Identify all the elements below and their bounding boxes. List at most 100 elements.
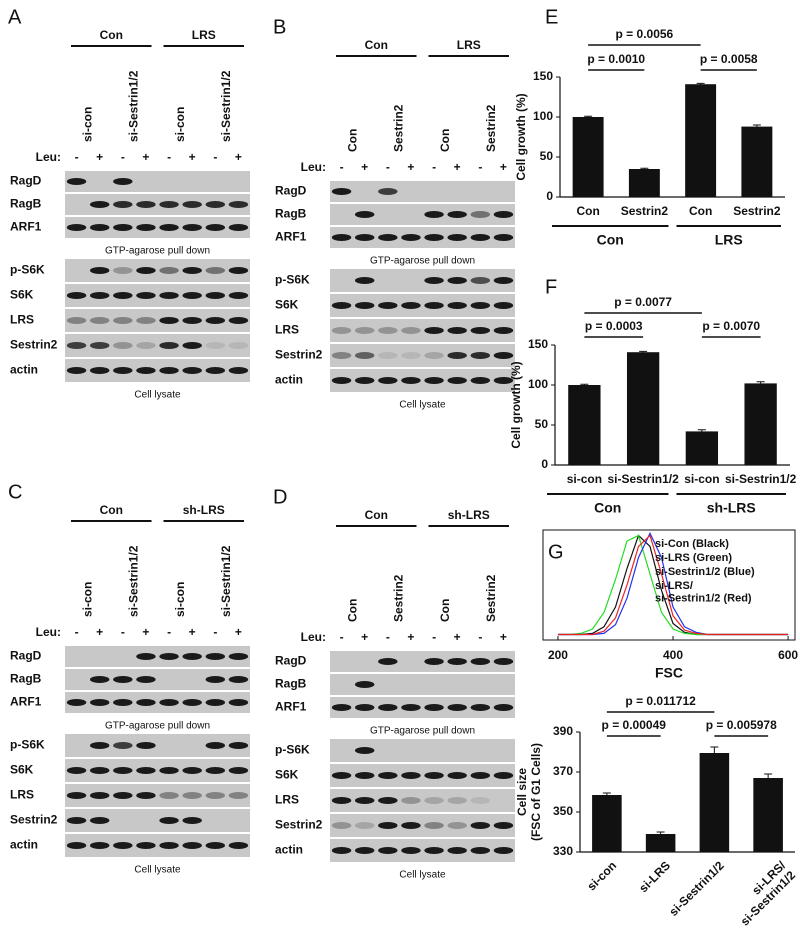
band	[113, 699, 133, 706]
leu-sign: -	[432, 160, 436, 174]
band	[493, 234, 514, 241]
bar	[744, 383, 777, 465]
band	[401, 352, 421, 359]
leu-sign: +	[235, 625, 242, 639]
band	[113, 367, 133, 374]
blot-strip	[330, 269, 515, 292]
lane-label: si-con	[80, 107, 94, 142]
legend-entry: si-Con (Black)	[655, 538, 729, 550]
band	[228, 342, 249, 349]
error-bar	[584, 115, 593, 118]
leu-sign: +	[96, 625, 103, 639]
band	[182, 267, 202, 274]
lane-label: si-Sestrin1/2	[219, 70, 233, 142]
legend-entry: si-LRS (Green)	[655, 552, 732, 564]
lane-label: si-con	[173, 582, 187, 617]
blot-strip	[65, 834, 250, 857]
band	[136, 367, 156, 374]
row-label: ARF1	[275, 700, 307, 714]
band	[113, 742, 133, 749]
band	[66, 178, 87, 185]
band	[66, 292, 87, 299]
bar	[685, 84, 717, 197]
leu-sign: +	[454, 160, 461, 174]
lane-label: Sestrin2	[392, 574, 406, 622]
band	[424, 704, 444, 711]
group-label: Con	[597, 232, 624, 248]
row-label: RagD	[10, 649, 42, 663]
band	[424, 302, 444, 309]
band	[182, 317, 202, 324]
band	[182, 367, 202, 374]
band	[159, 201, 179, 208]
row-label: RagD	[10, 174, 42, 188]
band	[401, 847, 421, 854]
band	[493, 658, 514, 665]
bar	[753, 778, 783, 852]
band	[470, 704, 491, 711]
band	[424, 277, 444, 284]
band	[354, 822, 375, 829]
band	[89, 267, 110, 274]
group-label: Con	[594, 500, 621, 516]
band	[378, 704, 398, 711]
band	[205, 317, 226, 324]
band	[424, 352, 444, 359]
band	[331, 352, 352, 359]
group-label: Con	[365, 508, 388, 522]
band	[378, 658, 398, 665]
band	[159, 817, 179, 824]
band	[66, 367, 87, 374]
leu-sign: +	[235, 150, 242, 164]
row-label: LRS	[10, 313, 34, 327]
band	[89, 317, 110, 324]
y-axis-label: Cell growth (%)	[514, 93, 528, 180]
blot-strip	[330, 181, 515, 202]
band	[354, 797, 375, 804]
band	[113, 178, 133, 185]
blot-strip	[330, 651, 515, 672]
band	[378, 847, 398, 854]
band	[89, 292, 110, 299]
y-tick-label: 370	[553, 764, 573, 778]
row-label: actin	[275, 843, 303, 857]
band	[354, 772, 375, 779]
band	[470, 352, 491, 359]
band	[401, 234, 421, 241]
group-label: LRS	[715, 232, 743, 248]
x-tick-label: si-LRS/si-Sestrin1/2	[728, 858, 799, 929]
p-value: p = 0.011712	[625, 694, 696, 708]
leu-sign: +	[361, 630, 368, 644]
band	[354, 847, 375, 854]
panel-letter: F	[545, 276, 557, 298]
blot-strip	[330, 814, 515, 837]
band	[447, 797, 467, 804]
band	[113, 267, 133, 274]
leu-sign: -	[213, 625, 217, 639]
group-label: Con	[100, 503, 123, 517]
band	[159, 342, 179, 349]
band	[470, 327, 491, 334]
lane-label: Sestrin2	[484, 104, 498, 152]
band	[113, 201, 133, 208]
legend-entry: si-LRS/si-Sestrin1/2 (Red)	[655, 580, 752, 605]
band	[205, 742, 226, 749]
blot-strip	[330, 674, 515, 695]
band	[159, 767, 179, 774]
band	[66, 342, 87, 349]
row-label: S6K	[275, 298, 299, 312]
lane-label: Sestrin2	[392, 104, 406, 152]
band	[113, 317, 133, 324]
band	[378, 822, 398, 829]
x-tick-label: si-con	[584, 858, 619, 893]
band	[66, 699, 87, 706]
blot-strip	[65, 692, 250, 713]
row-label: ARF1	[275, 230, 307, 244]
band	[66, 317, 87, 324]
bar	[592, 795, 622, 852]
y-tick-label: 50	[535, 417, 549, 431]
row-label: ARF1	[10, 695, 42, 709]
band	[401, 772, 421, 779]
row-label: Sestrin2	[275, 818, 323, 832]
